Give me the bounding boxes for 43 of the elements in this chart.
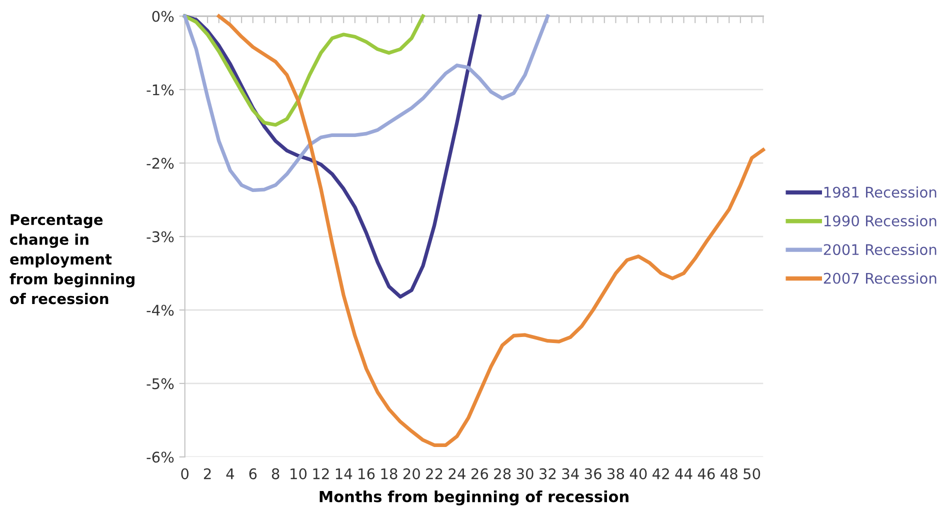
line-series [217,14,765,447]
legend-label: 1990 Recession [824,215,936,226]
x-tick-label: 34 [562,468,579,480]
y-tick-label: -5% [146,378,174,390]
legend-label: 1981 Recession [824,186,936,198]
x-tick-label: 38 [608,468,624,480]
x-tick-label: 16 [358,468,375,480]
x-tick-label: 10 [290,468,307,480]
x-tick-label: 46 [698,468,715,480]
x-tick-label: 44 [675,468,692,480]
x-tick-label: 40 [630,468,647,480]
x-tick-label: 22 [426,468,442,480]
y-tick-label: -3% [146,231,174,242]
x-tick-label: 18 [381,468,398,480]
x-tick-label: 36 [584,468,602,480]
x-tick-label: 50 [744,468,760,480]
x-tick-label: 14 [336,468,352,480]
x-tick-label: 0 [181,468,189,480]
y-tick-label: -2% [146,158,174,169]
x-tick-label: 42 [652,468,669,480]
x-tick-label: 2 [204,468,211,480]
x-axis-title: Months from beginning of recession [320,490,628,506]
legend-label: 2001 Recession [824,244,936,256]
y-tick-label: 0% [152,10,174,22]
line-series [183,14,482,299]
x-tick-label: 48 [720,468,738,480]
x-tick-label: 30 [516,468,534,480]
x-tick-label: 12 [313,468,329,480]
y-tick-label: -6% [146,452,174,463]
x-tick-label: 26 [471,468,488,480]
y-axis-title: Percentage change in employment from beginning of recession [10,214,134,304]
x-tick-label: 8 [272,468,280,480]
x-tick-label: 32 [540,468,556,480]
x-tick-label: 20 [403,468,420,480]
line-series [183,14,425,127]
y-tick-label: -4% [146,304,174,316]
x-tick-label: 6 [249,468,257,480]
x-tick-label: 24 [448,468,466,480]
legend-label: 2007 Recession [824,272,936,284]
x-tick-label: 28 [494,468,511,480]
y-tick-label: -1% [146,84,174,96]
x-tick-label: 4 [226,468,234,480]
line-series [183,14,550,192]
